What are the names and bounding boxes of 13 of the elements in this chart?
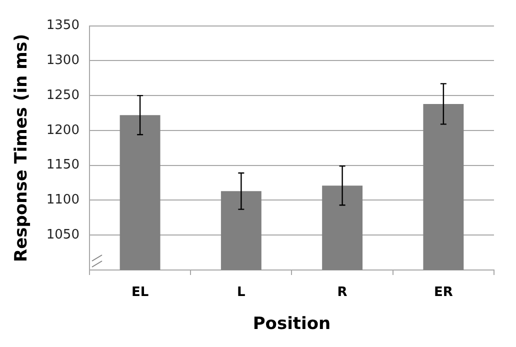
x-axis-title: Position	[252, 314, 331, 334]
y-tick-label: 1300	[46, 53, 80, 68]
x-tick-label: EL	[131, 285, 149, 300]
x-tick-label: R	[337, 285, 348, 300]
x-tick-label: L	[237, 285, 246, 300]
y-tick-label: 1050	[46, 227, 80, 242]
y-axis-title: Response Times (in ms)	[12, 34, 32, 262]
y-tick-label: 1150	[46, 158, 80, 173]
y-tick-label: 1250	[46, 88, 80, 103]
y-tick-label: 1100	[46, 192, 80, 208]
y-tick-label: 1350	[46, 18, 80, 34]
x-tick-label: ER	[434, 285, 453, 300]
y-tick-label: 1200	[46, 122, 80, 138]
